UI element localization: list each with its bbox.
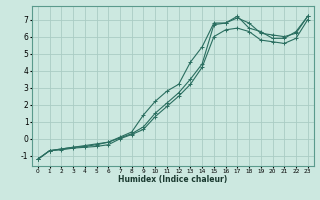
X-axis label: Humidex (Indice chaleur): Humidex (Indice chaleur) bbox=[118, 175, 228, 184]
